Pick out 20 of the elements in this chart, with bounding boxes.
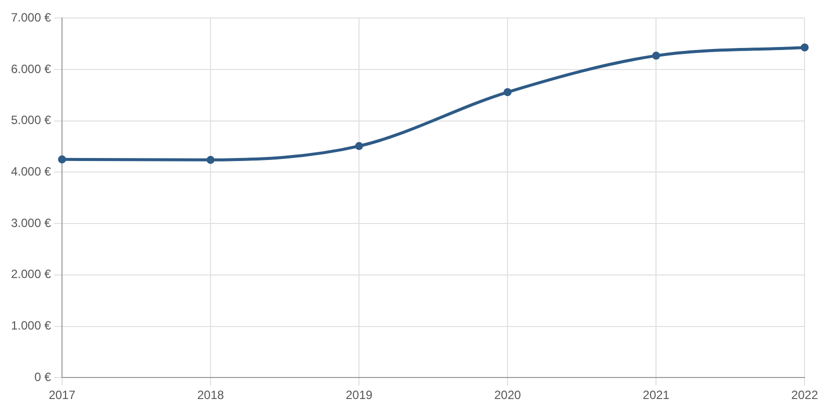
y-tick-label: 3.000 € [10, 216, 52, 230]
x-tick-label: 2017 [48, 388, 76, 402]
point [652, 52, 660, 60]
x-tick-label: 2020 [494, 388, 522, 402]
x-tick-label: 2022 [791, 388, 818, 402]
y-tick-label: 0 € [34, 370, 52, 384]
y-tick-label: 4.000 € [10, 164, 52, 179]
point [355, 142, 364, 150]
x-tick-label: 2019 [346, 388, 373, 402]
point [504, 88, 512, 96]
point [58, 155, 66, 164]
y-tick-label: 1.000 € [10, 318, 52, 333]
point [800, 43, 809, 52]
y-tick-label: 2.000 € [10, 267, 52, 282]
y-tick-label: 5.000 € [10, 113, 52, 128]
y-tick-label: 6.000 € [10, 62, 52, 76]
x-tick-label: 2021 [642, 388, 670, 402]
point [206, 156, 215, 164]
y-tick-label: 7.000 € [10, 10, 52, 25]
x-tick-label: 2018 [197, 388, 224, 402]
